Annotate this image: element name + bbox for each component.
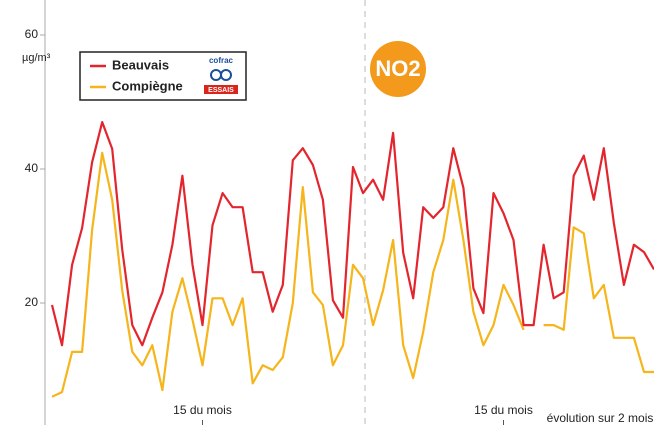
x-tick-label: 15 du mois — [173, 403, 232, 417]
logo-ring — [220, 69, 232, 81]
badge — [370, 41, 426, 97]
y-tick-label: 60 — [25, 27, 39, 41]
logo-band — [204, 85, 238, 94]
legend-label: Compiègne — [112, 78, 183, 93]
chart-title: NO2 — [375, 56, 420, 81]
series-line — [50, 121, 654, 347]
series-line — [51, 151, 654, 398]
y-tick-label: 20 — [25, 295, 39, 309]
note: évolution sur 2 mois — [547, 411, 654, 425]
x-tick-label: 15 du mois — [474, 403, 533, 417]
logo-text: cofrac — [209, 56, 234, 65]
y-tick-label: 40 — [25, 161, 39, 175]
logo-text: ESSAIS — [208, 87, 234, 94]
y-axis-label: µg/m³ — [22, 52, 51, 64]
legend-label: Beauvais — [112, 57, 169, 72]
